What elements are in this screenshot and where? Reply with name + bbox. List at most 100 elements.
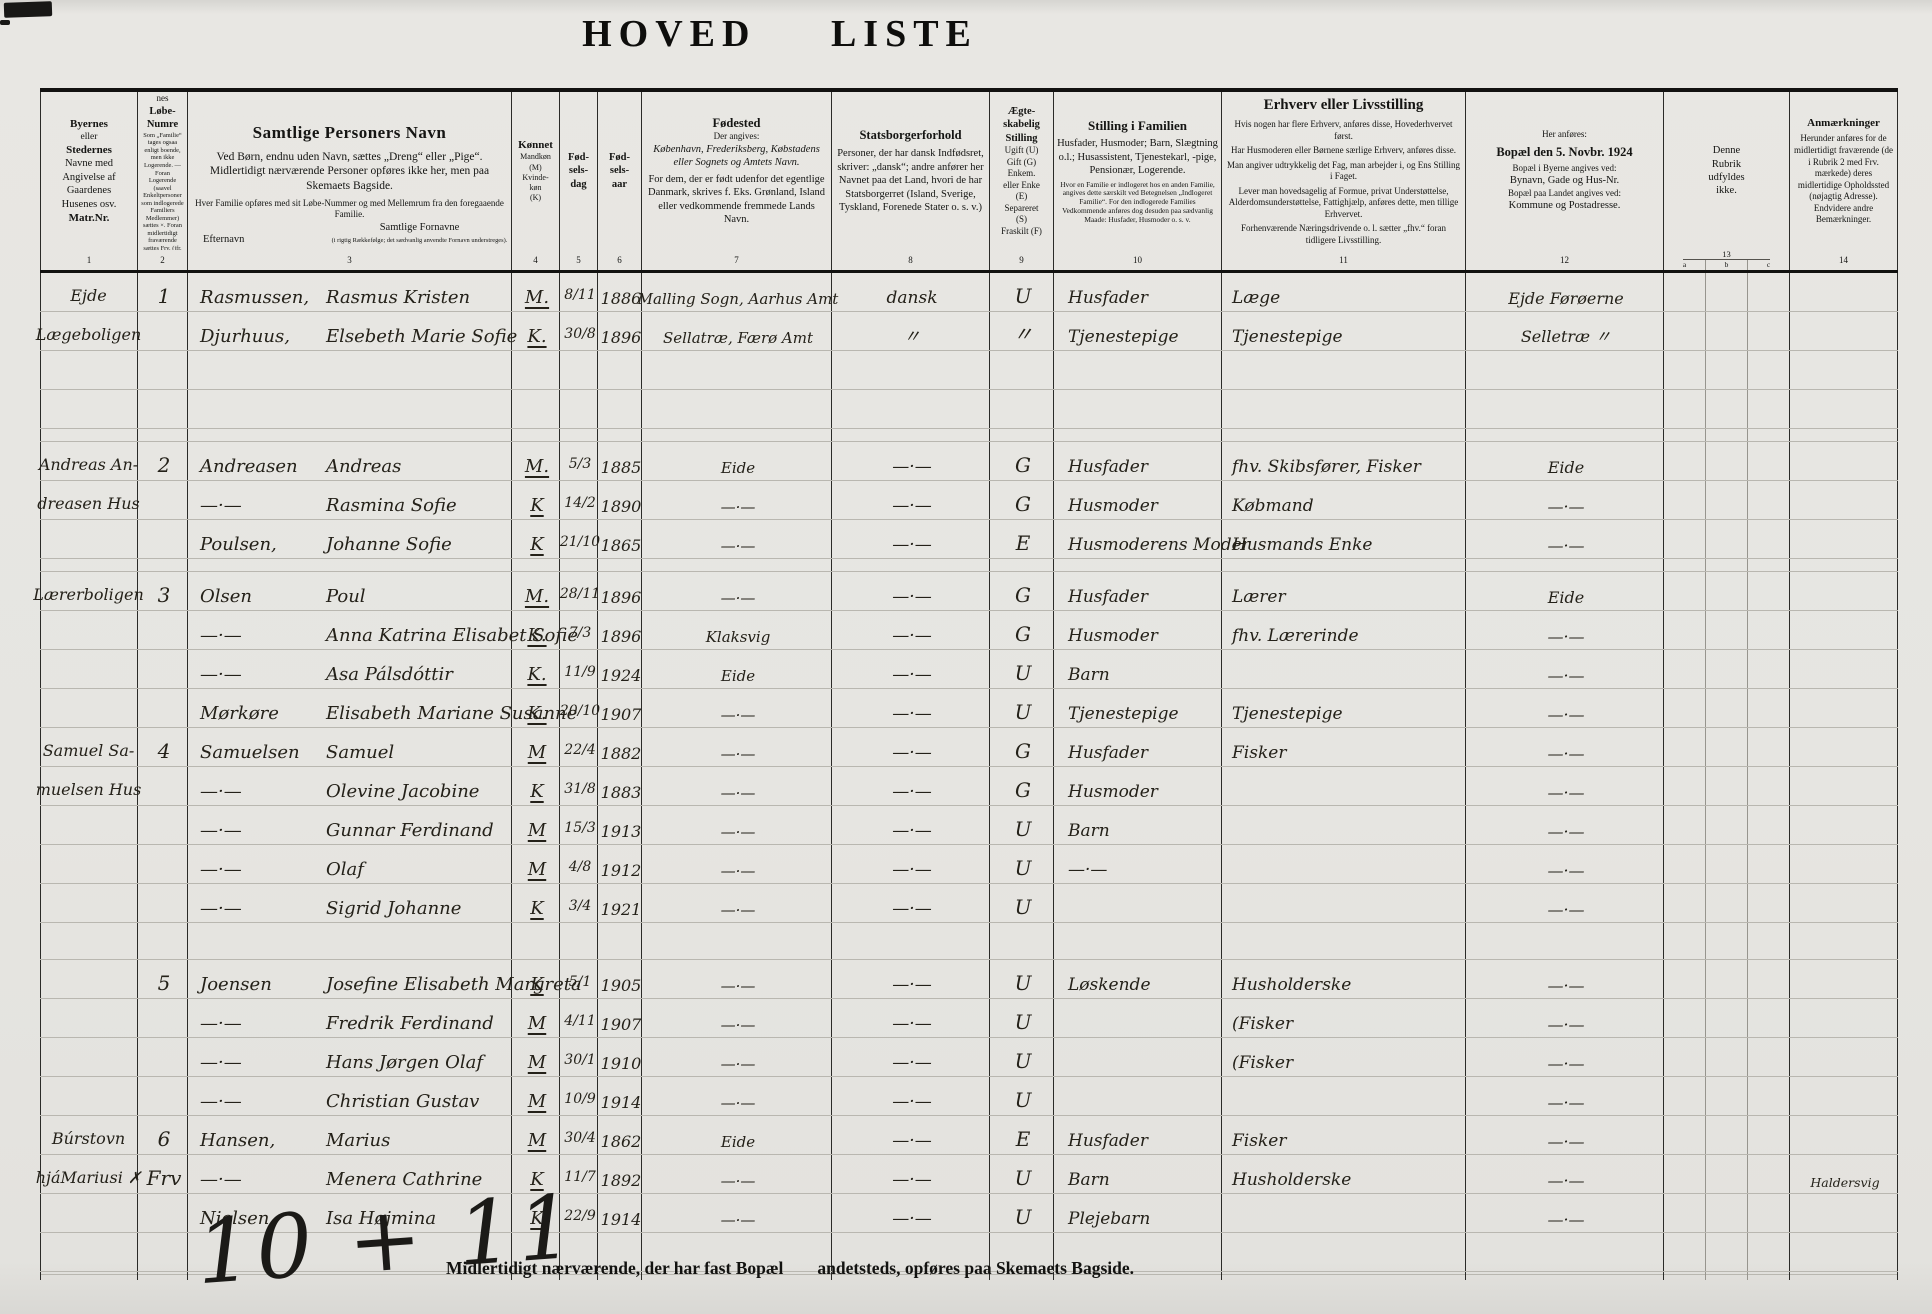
cell-birthplace: —·— bbox=[642, 845, 832, 883]
cell-unused-a bbox=[1664, 1077, 1706, 1115]
cell-residence: —·— bbox=[1466, 1038, 1664, 1076]
cell-occupation: Læge bbox=[1222, 273, 1466, 311]
cell-marital-status: G bbox=[990, 611, 1054, 649]
cell-marital-status: E bbox=[990, 520, 1054, 558]
cell-birth-year: 1862 bbox=[598, 1116, 642, 1154]
cell-family-position: Husmoder bbox=[1054, 767, 1222, 805]
cell-citizenship bbox=[832, 1233, 990, 1271]
cell-birth-day: 8/11 bbox=[560, 273, 598, 311]
cell-sex: M bbox=[512, 999, 560, 1037]
cell-unused-b bbox=[1706, 960, 1748, 998]
header-residence: Her anføres: Bopæl den 5. Novbr. 1924 Bo… bbox=[1466, 92, 1664, 250]
cell-citizenship: dansk bbox=[832, 273, 990, 311]
cell-birth-day bbox=[560, 1233, 598, 1271]
cell-marital-status: G bbox=[990, 728, 1054, 766]
cell-unused-a bbox=[1664, 520, 1706, 558]
cell-sex bbox=[512, 351, 560, 389]
surname: —·— bbox=[200, 625, 242, 646]
cell-birthplace bbox=[642, 559, 832, 571]
cell-birth-year: 1907 bbox=[598, 999, 642, 1037]
cell-unused-b bbox=[1706, 611, 1748, 649]
surname: Samuelsen bbox=[200, 742, 300, 763]
cell-name: Samuelsen Samuel bbox=[188, 728, 512, 766]
cell-family-position bbox=[1054, 1077, 1222, 1115]
cell-occupation: fhv. Lærerinde bbox=[1222, 611, 1466, 649]
cell-unused-a bbox=[1664, 999, 1706, 1037]
table-row: 5 Joensen Josefine Elisabeth Margreta K 5/1 1… bbox=[40, 960, 1898, 999]
given-names: Olaf bbox=[326, 859, 364, 880]
cell-place-name bbox=[40, 520, 138, 558]
cell-remarks bbox=[1790, 351, 1898, 389]
cell-unused-c bbox=[1748, 520, 1790, 558]
cell-marital-status: U bbox=[990, 806, 1054, 844]
cell-unused-b bbox=[1706, 520, 1748, 558]
cell-family-position bbox=[1054, 884, 1222, 922]
cell-birthplace: Eide bbox=[642, 442, 832, 480]
cell-unused-c bbox=[1748, 1155, 1790, 1193]
cell-unused-c bbox=[1748, 442, 1790, 480]
cell-residence: —·— bbox=[1466, 689, 1664, 727]
cell-birth-day: 5/1 bbox=[560, 960, 598, 998]
cell-unused-a bbox=[1664, 442, 1706, 480]
given-names: Isa Højmina bbox=[326, 1208, 437, 1229]
cell-unused-c bbox=[1748, 572, 1790, 610]
cell-remarks bbox=[1790, 1116, 1898, 1154]
surname: —·— bbox=[200, 820, 242, 841]
cell-name: —·— Anna Katrina Elisabet Sofie bbox=[188, 611, 578, 649]
cell-citizenship bbox=[832, 390, 990, 428]
cell-family-position: Tjenestepige bbox=[1054, 689, 1222, 727]
cell-unused-b bbox=[1706, 923, 1748, 959]
cell-sex: M. bbox=[512, 273, 560, 311]
given-names: Rasmus Kristen bbox=[326, 287, 471, 308]
cell-unused-b bbox=[1706, 312, 1748, 350]
column-number: 6 bbox=[598, 250, 642, 270]
table-row: —·— Hans Jørgen Olaf M 30/1 1910 —·— —·— U (Fisk… bbox=[40, 1038, 1898, 1077]
spacer-row bbox=[40, 390, 1898, 429]
cell-birth-day: 4/8 bbox=[560, 845, 598, 883]
cell-marital-status bbox=[990, 923, 1054, 959]
cell-name: —·— Asa Pálsdóttir bbox=[188, 650, 512, 688]
cell-unused-c bbox=[1748, 689, 1790, 727]
footer-note: Midlertidigt nærværende, der har fast Bo… bbox=[446, 1258, 1134, 1278]
cell-unused-a bbox=[1664, 728, 1706, 766]
cell-occupation bbox=[1222, 806, 1466, 844]
cell-birthplace: —·— bbox=[642, 481, 832, 519]
cell-unused-b bbox=[1706, 1272, 1748, 1280]
cell-unused-b bbox=[1706, 390, 1748, 428]
cell-marital-status: U bbox=[990, 1077, 1054, 1115]
surname: —·— bbox=[200, 1169, 242, 1190]
cell-occupation: Husholderske bbox=[1222, 960, 1466, 998]
subheader-given-names: Samtlige Fornavne (i rigtig Rækkefølge; … bbox=[331, 221, 508, 245]
cell-unused-c bbox=[1748, 390, 1790, 428]
cell-occupation bbox=[1222, 351, 1466, 389]
cell-birthplace: Malling Sogn, Aarhus Amt bbox=[638, 273, 838, 311]
cell-birth-year: 1886 bbox=[598, 273, 642, 311]
cell-name: —·— Sigrid Johanne bbox=[188, 884, 512, 922]
cell-family-position: Barn bbox=[1054, 806, 1222, 844]
cell-birth-day: 28/11 bbox=[560, 572, 600, 610]
cell-occupation: Husmands Enke bbox=[1222, 520, 1466, 558]
cell-unused-b bbox=[1706, 559, 1748, 571]
cell-unused-a bbox=[1664, 845, 1706, 883]
page-title: HOVED LISTE bbox=[582, 13, 978, 55]
cell-residence: —·— bbox=[1466, 845, 1664, 883]
cell-citizenship: —·— bbox=[832, 1155, 990, 1193]
table-row: —·— Olaf M 4/8 1912 —·— —·— U —·— —·— bbox=[40, 845, 1898, 884]
cell-birth-day bbox=[560, 559, 598, 571]
cell-name bbox=[188, 1272, 512, 1280]
cell-unused-a bbox=[1664, 572, 1706, 610]
cell-remarks bbox=[1790, 429, 1898, 441]
cell-birth-day: 4/11 bbox=[560, 999, 598, 1037]
cell-residence bbox=[1466, 390, 1664, 428]
cell-birth-year: 1896 bbox=[598, 611, 642, 649]
cell-sex: M. bbox=[512, 572, 560, 610]
cell-remarks bbox=[1790, 923, 1898, 959]
cell-name: Joensen Josefine Elisabeth Margreta bbox=[188, 960, 582, 998]
cell-remarks bbox=[1790, 728, 1898, 766]
cell-unused-b bbox=[1706, 429, 1748, 441]
cell-place-name bbox=[40, 650, 138, 688]
cell-family-position: Husmoder bbox=[1054, 611, 1222, 649]
cell-birth-year: 1892 bbox=[598, 1155, 642, 1193]
cell-birthplace: —·— bbox=[642, 1155, 832, 1193]
